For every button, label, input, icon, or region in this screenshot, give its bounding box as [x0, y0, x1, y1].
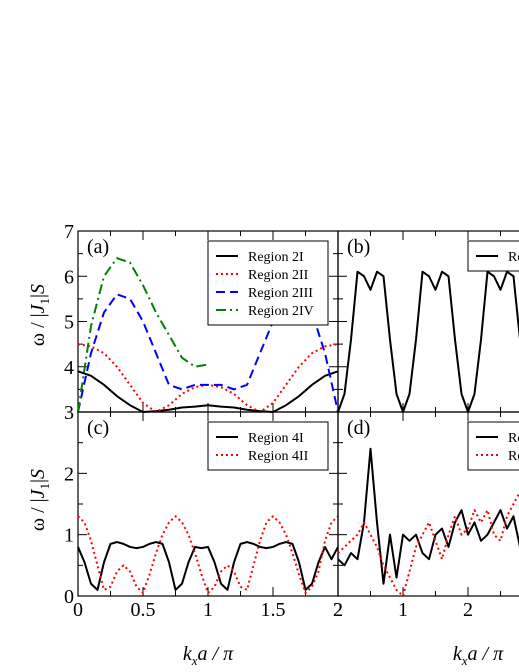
- y-tick-label: 1: [64, 525, 74, 547]
- x-tick-label: 1.5: [261, 599, 286, 621]
- x-tick-label: 2: [463, 599, 473, 621]
- y-tick-label: 6: [64, 266, 74, 288]
- legend: [207, 421, 329, 471]
- series-line-1: [77, 343, 339, 413]
- y-axis-label-top: ω / |J1|S: [27, 284, 52, 346]
- x-tick-label: 0: [73, 599, 83, 621]
- y-tick-label: 0: [64, 586, 74, 608]
- legend-label: Region 2II: [248, 268, 309, 283]
- legend-label: Region 2III: [248, 286, 313, 301]
- svg-text:ω / |J1|S: ω / |J1|S: [27, 469, 52, 531]
- x-axis-label-right: kxa / π: [453, 643, 504, 668]
- series-line-0: [77, 370, 339, 413]
- x-tick-label: 2: [333, 599, 343, 621]
- legend-label: Region 2IV: [248, 304, 314, 319]
- y-tick-label: 2: [64, 463, 74, 485]
- panel-d: 2 1 2 (d) Re Re: [333, 411, 519, 621]
- panel-label: (b): [347, 236, 370, 258]
- x-axis-label-left: kxa / π: [183, 643, 234, 668]
- legend: [467, 421, 519, 471]
- svg-text:ω / |J1|S: ω / |J1|S: [27, 284, 52, 346]
- panel-a: 3 4 5 6 7 (a) Region 2I Region 2II Region 2III Re…: [64, 221, 339, 424]
- y-axis-label-bottom: ω / |J1|S: [27, 469, 52, 531]
- panel-label: (a): [87, 236, 109, 258]
- x-tick-label: 0.5: [131, 599, 156, 621]
- panel-b: (b) Re: [337, 230, 519, 413]
- series-line-2: [77, 293, 339, 413]
- legend-label: Re: [508, 250, 519, 265]
- series-line-0: [77, 541, 339, 591]
- panel-label: (d): [347, 417, 370, 439]
- x-tick-label: 1: [203, 599, 213, 621]
- y-tick-label: 5: [64, 312, 74, 334]
- panel-c: 0 1 2 0 0.5 1 1.5 2 (c) Region 4I Region 4II: [64, 411, 343, 621]
- y-tick-label: 7: [64, 221, 74, 243]
- y-tick-label: 4: [64, 357, 74, 379]
- y-tick-label: 3: [64, 402, 74, 424]
- x-tick-label: 1: [398, 599, 408, 621]
- series-line-1: [77, 515, 339, 594]
- legend-label: Re: [508, 449, 519, 464]
- legend-label: Region 4I: [248, 431, 304, 446]
- legend-label: Re: [508, 431, 519, 446]
- series-line-1: [337, 491, 519, 597]
- legend-label: Region 2I: [248, 250, 304, 265]
- series-line-0: [337, 447, 519, 585]
- legend-label: Region 4II: [248, 449, 309, 464]
- panel-label: (c): [87, 417, 109, 439]
- series-line-0: [337, 270, 519, 413]
- series-line-3: [77, 257, 209, 413]
- x-tick-label: 2: [333, 599, 343, 621]
